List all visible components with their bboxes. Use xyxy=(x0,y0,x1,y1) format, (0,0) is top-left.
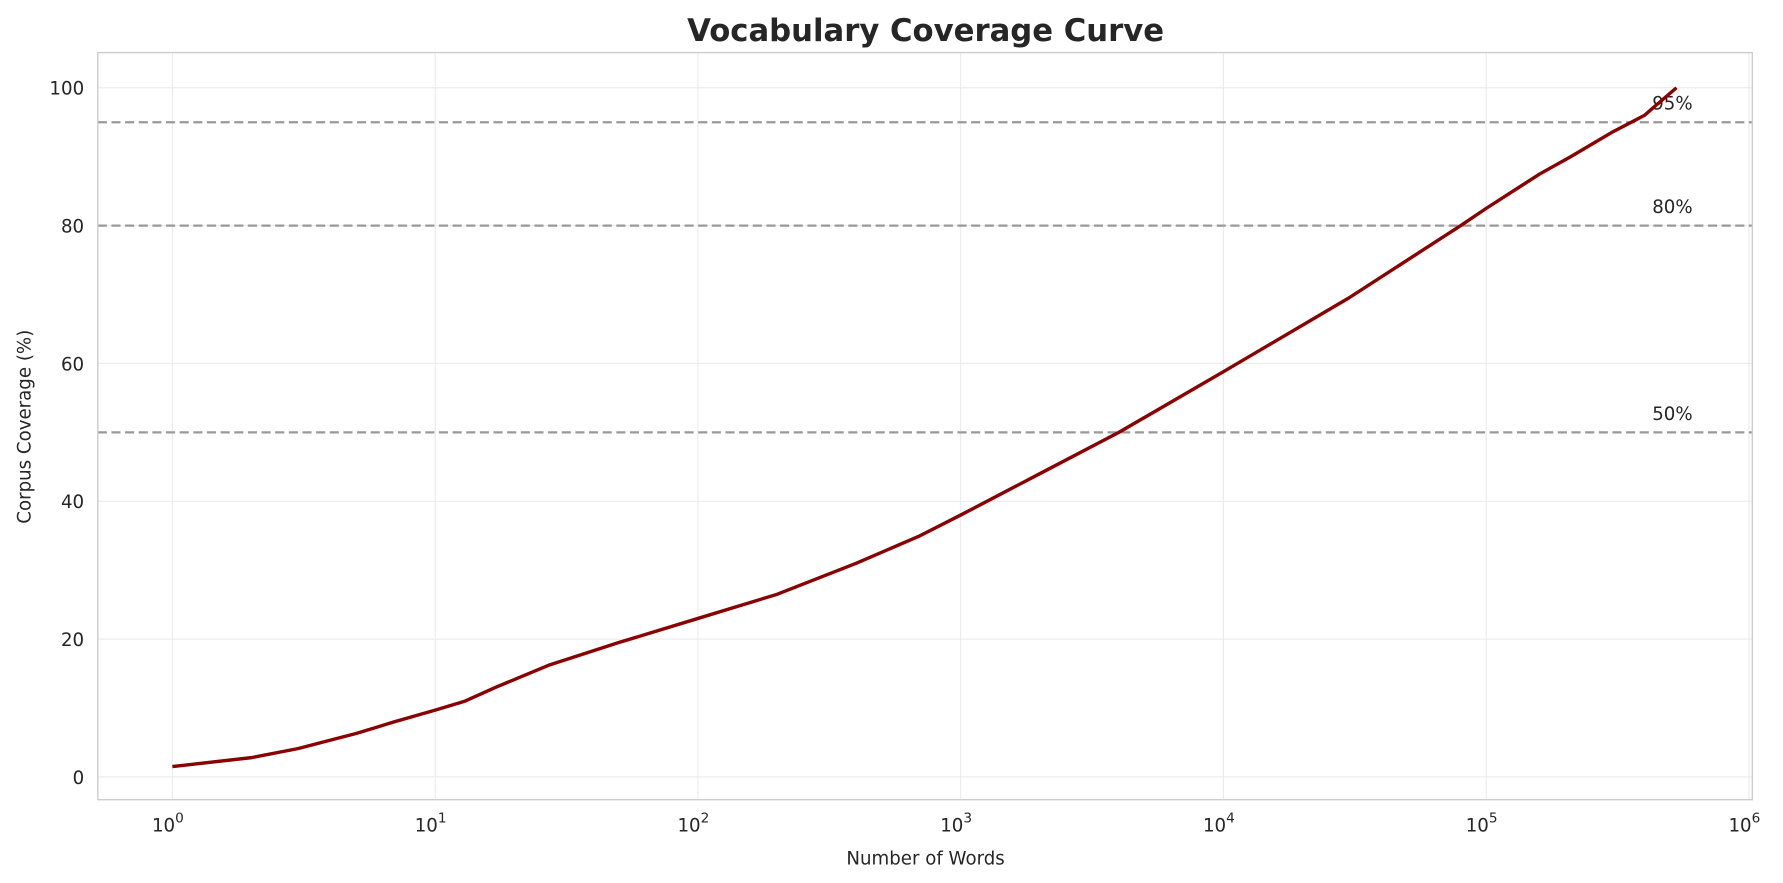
y-tick-label: 20 xyxy=(61,630,84,651)
y-tick-label: 80 xyxy=(61,216,84,237)
y-tick-label: 0 xyxy=(73,768,85,789)
x-tick-label: 106 xyxy=(1728,810,1760,836)
x-tick-label: 101 xyxy=(415,810,447,836)
x-tick-label: 104 xyxy=(1203,810,1235,836)
y-axis-label: Corpus Coverage (%) xyxy=(15,330,36,524)
y-tick-label: 40 xyxy=(61,492,84,513)
x-tick-label: 105 xyxy=(1466,810,1498,836)
reference-label: 80% xyxy=(1652,197,1692,218)
x-tick-label: 100 xyxy=(152,810,184,836)
y-tick-label: 60 xyxy=(61,354,84,375)
chart-title: Vocabulary Coverage Curve xyxy=(687,14,1164,49)
reference-label: 50% xyxy=(1652,404,1692,425)
x-axis-label: Number of Words xyxy=(846,849,1004,870)
plot-frame xyxy=(97,51,1753,801)
x-tick-label: 102 xyxy=(677,810,709,836)
y-tick-label: 100 xyxy=(49,79,84,100)
x-tick-label: 103 xyxy=(940,810,972,836)
coverage-line xyxy=(172,86,1678,769)
